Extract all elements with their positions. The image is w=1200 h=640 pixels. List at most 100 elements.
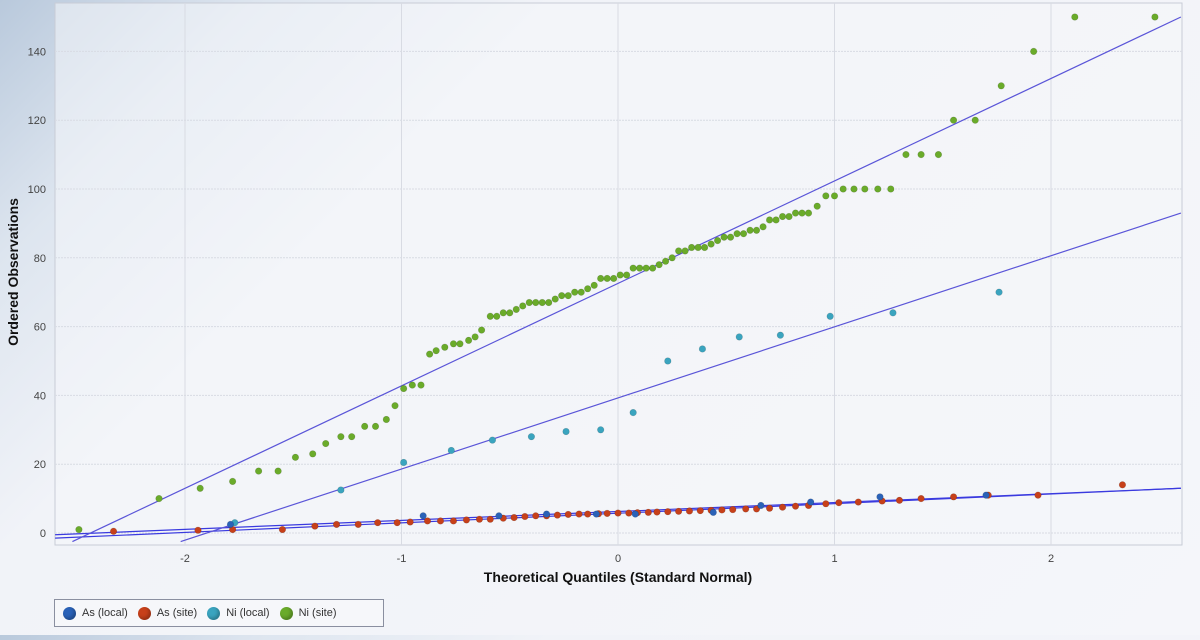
- data-point: [426, 350, 434, 358]
- data-point: [592, 510, 600, 518]
- data-point: [934, 151, 943, 159]
- data-point: [623, 271, 631, 279]
- data-point: [551, 295, 559, 303]
- data-point: [278, 525, 287, 534]
- legend-label: As (site): [156, 607, 198, 619]
- legend-item-ni-site[interactable]: Ni (site): [279, 606, 337, 620]
- data-point: [826, 312, 834, 320]
- data-point: [382, 415, 390, 424]
- legend-item-as-local[interactable]: As (local): [63, 606, 128, 620]
- data-point: [603, 509, 611, 517]
- y-tick-label: 100: [28, 184, 46, 196]
- data-points: [75, 13, 1159, 535]
- data-point: [917, 495, 925, 503]
- data-point: [713, 237, 722, 245]
- data-point: [765, 216, 774, 224]
- data-point: [629, 409, 637, 417]
- data-point: [664, 357, 672, 365]
- data-point: [642, 264, 650, 272]
- circle-marker-icon: [137, 606, 151, 620]
- data-point: [694, 243, 702, 252]
- data-point: [698, 345, 707, 353]
- legend-item-ni-local[interactable]: Ni (local): [207, 606, 270, 620]
- data-point: [226, 520, 235, 529]
- data-point: [709, 508, 717, 516]
- data-point: [681, 247, 689, 255]
- legend-item-as-site[interactable]: As (site): [137, 606, 198, 620]
- data-point: [1030, 47, 1038, 56]
- y-axis-title: Ordered Observations: [5, 198, 21, 346]
- data-point: [729, 506, 737, 514]
- data-point: [558, 292, 566, 300]
- data-point: [668, 254, 676, 262]
- data-point: [982, 491, 990, 499]
- data-point: [512, 305, 520, 314]
- data-point: [720, 233, 728, 241]
- data-point: [417, 381, 425, 389]
- data-point: [895, 496, 904, 504]
- data-point: [902, 151, 910, 159]
- data-point: [495, 512, 503, 520]
- data-point: [486, 515, 494, 523]
- data-point: [778, 212, 787, 221]
- data-point: [949, 493, 958, 501]
- x-axis-ticks: -2 -1 0 1 2: [180, 553, 1054, 565]
- data-point: [997, 82, 1005, 90]
- data-point: [804, 209, 813, 217]
- data-point: [274, 467, 282, 475]
- data-point: [733, 230, 741, 238]
- data-point: [309, 450, 317, 458]
- data-point: [707, 240, 715, 248]
- data-point: [614, 509, 622, 517]
- data-point: [629, 264, 637, 272]
- data-point: [759, 223, 767, 231]
- data-point: [625, 509, 633, 517]
- data-point: [475, 515, 484, 523]
- data-point: [636, 264, 644, 272]
- data-point: [1151, 13, 1159, 21]
- legend-label: Ni (local): [226, 607, 270, 619]
- data-point: [917, 151, 925, 159]
- data-point: [688, 243, 696, 252]
- x-tick-label: -1: [397, 553, 407, 565]
- data-point: [696, 507, 704, 515]
- data-point: [575, 510, 583, 518]
- data-point: [525, 298, 533, 307]
- data-point: [887, 185, 895, 193]
- data-point: [545, 298, 553, 307]
- legend-label: Ni (site): [298, 607, 337, 619]
- data-point: [393, 519, 401, 527]
- data-point: [785, 212, 793, 221]
- x-axis-title: Theoretical Quantiles (Standard Normal): [484, 569, 752, 585]
- data-point: [291, 453, 300, 461]
- data-point: [791, 502, 800, 510]
- x-tick-label: 0: [615, 553, 621, 565]
- y-tick-label: 40: [34, 390, 46, 402]
- y-tick-label: 0: [40, 528, 46, 540]
- y-tick-label: 20: [34, 459, 46, 471]
- data-point: [564, 292, 572, 300]
- data-point: [408, 381, 416, 389]
- data-point: [718, 506, 726, 514]
- data-point: [631, 510, 639, 518]
- legend-label: As (local): [82, 607, 128, 619]
- data-point: [75, 525, 83, 534]
- data-point: [564, 510, 572, 519]
- data-point: [675, 507, 683, 515]
- y-tick-label: 120: [28, 115, 46, 127]
- data-point: [726, 233, 735, 241]
- circle-marker-icon: [63, 606, 76, 620]
- data-point: [649, 264, 657, 272]
- y-tick-label: 60: [34, 322, 46, 334]
- data-point: [229, 477, 237, 486]
- data-point: [813, 202, 821, 210]
- series-ni-local: [231, 288, 1003, 527]
- data-point: [776, 331, 784, 339]
- chart-legend: As (local) As (site) Ni (local) Ni (site…: [54, 599, 384, 627]
- data-point: [742, 505, 750, 513]
- data-point: [757, 501, 765, 510]
- y-axis-ticks: 0 20 40 60 80 100 120 140: [28, 46, 46, 540]
- y-tick-label: 80: [34, 253, 46, 265]
- data-point: [109, 527, 118, 535]
- data-point: [532, 512, 540, 520]
